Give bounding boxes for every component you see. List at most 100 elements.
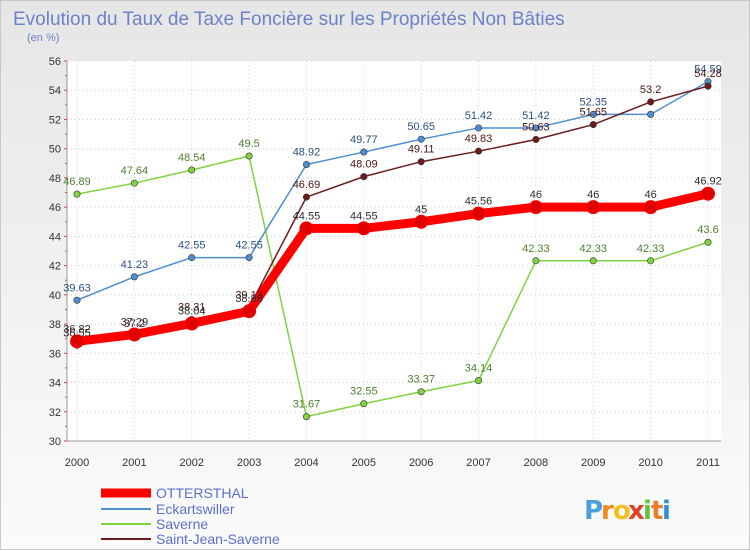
- data-label: 47.64: [121, 165, 149, 177]
- data-label: 46.69: [293, 179, 321, 191]
- brand-letter: o: [613, 496, 631, 526]
- data-point-ottersthal: [471, 206, 486, 221]
- data-label: 42.33: [522, 243, 550, 255]
- x-tick-label: 2011: [696, 457, 720, 469]
- data-point-eckartswiller: [589, 110, 597, 118]
- legend-label: OTTERSTHAL: [156, 485, 249, 501]
- data-point-eckartswiller: [245, 254, 253, 262]
- data-label: 46: [645, 189, 657, 201]
- data-label: 46.92: [694, 176, 722, 188]
- y-tick-label: 52: [49, 114, 61, 126]
- data-point-eckartswiller: [360, 148, 368, 156]
- data-point-saverne: [475, 376, 483, 384]
- data-label: 37.2: [124, 318, 145, 330]
- data-label: 38.88: [235, 293, 263, 305]
- series-line-ottersthal: [76, 189, 710, 346]
- proxiti-logo: Pr oxi ti: [584, 496, 671, 526]
- brand-letter: t: [651, 496, 663, 526]
- x-tick-label: 2009: [581, 457, 605, 469]
- data-point-eckartswiller: [188, 254, 196, 262]
- data-point-ottersthal: [242, 304, 257, 319]
- y-tick-label: 46: [49, 202, 61, 214]
- data-point-saint-jean-saverne: [704, 82, 712, 90]
- data-label: 34.14: [465, 362, 493, 374]
- data-label: 42.55: [235, 240, 263, 252]
- data-label: 37.29: [121, 316, 149, 328]
- data-label: 53.2: [640, 84, 661, 96]
- data-label: 42.33: [637, 243, 665, 255]
- data-label: 32.55: [350, 386, 378, 398]
- data-label: 49.77: [350, 134, 378, 146]
- data-point-ottersthal: [299, 221, 314, 236]
- data-point-saverne: [302, 413, 310, 421]
- data-point-saverne: [360, 400, 368, 408]
- data-label: 33.37: [407, 374, 435, 386]
- data-point-saint-jean-saverne: [532, 135, 540, 143]
- data-label: 48.09: [350, 159, 378, 171]
- data-label: 45.56: [465, 196, 493, 208]
- x-tick-label: 2005: [352, 457, 376, 469]
- x-tick-label: 2008: [524, 457, 548, 469]
- data-label: 48.92: [293, 146, 321, 158]
- data-point-ottersthal: [127, 327, 142, 342]
- data-label: 49.5: [238, 138, 259, 150]
- data-point-saverne: [704, 238, 712, 246]
- data-label: 36.82: [63, 323, 91, 335]
- data-label: 41.23: [121, 259, 149, 271]
- brand-letter: x: [628, 496, 645, 526]
- data-label: 39.13: [235, 290, 263, 302]
- y-tick-label: 40: [49, 290, 61, 302]
- data-label: 44.55: [293, 210, 321, 222]
- data-point-ottersthal: [701, 186, 715, 201]
- data-point-saverne: [73, 190, 81, 198]
- data-label: 54.28: [694, 68, 722, 80]
- data-label: 50.63: [522, 121, 550, 133]
- legend: OTTERSTHALEckartswillerSaverneSaint-Jean…: [101, 485, 280, 547]
- legend-label: Saverne: [156, 516, 208, 532]
- data-label: 48.54: [178, 152, 206, 164]
- data-point-saverne: [417, 388, 425, 396]
- y-tick-label: 44: [49, 231, 61, 243]
- data-point-ottersthal: [528, 200, 543, 215]
- data-label: 45: [415, 204, 427, 216]
- data-point-eckartswiller: [417, 135, 425, 143]
- data-point-ottersthal: [414, 214, 429, 229]
- data-label: 36.55: [63, 327, 91, 339]
- y-tick-label: 30: [49, 436, 61, 448]
- series-line-eckartswiller: [76, 80, 709, 301]
- data-point-ottersthal: [70, 334, 84, 349]
- data-label: 42.55: [178, 240, 206, 252]
- data-point-saverne: [245, 152, 253, 160]
- data-label: 49.11: [408, 144, 435, 156]
- data-label: 43.6: [697, 224, 718, 236]
- y-tick-label: 56: [49, 56, 61, 68]
- x-tick-label: 2002: [179, 457, 203, 469]
- brand-letter: i: [643, 496, 652, 526]
- data-point-saint-jean-saverne: [302, 193, 310, 201]
- data-label: 51.42: [465, 110, 493, 122]
- axes: 30 32 34 36 38 40 42 44 46 48 50 52 54 56 2000 2001 2002…: [49, 56, 721, 469]
- data-point-eckartswiller: [532, 124, 540, 132]
- data-label: 51.42: [522, 110, 550, 122]
- data-point-saverne: [647, 257, 655, 265]
- data-label: 46: [530, 189, 542, 201]
- data-label: 52.35: [580, 96, 608, 108]
- data-label: 51.65: [580, 107, 608, 119]
- data-point-ottersthal: [643, 200, 658, 215]
- y-tick-label: 32: [49, 407, 61, 419]
- x-tick-label: 2001: [122, 457, 146, 469]
- data-labels: 46.89 47.64 48.54 49.5 31.67 32.55 33.37 34.14 4…: [63, 64, 722, 411]
- y-tick-label: 38: [49, 319, 61, 331]
- data-label: 50.65: [407, 121, 435, 133]
- data-point-saint-jean-saverne: [360, 173, 368, 181]
- data-point-saverne: [130, 179, 138, 187]
- series-line-saverne: [76, 155, 709, 418]
- grid-lines: [67, 60, 721, 442]
- data-label: 54.59: [694, 64, 722, 76]
- data-label: 49.83: [465, 133, 493, 145]
- x-tick-label: 2010: [638, 457, 662, 469]
- data-point-saint-jean-saverne: [647, 98, 655, 106]
- legend-label: Saint-Jean-Saverne: [156, 531, 280, 547]
- data-label: 46: [587, 189, 599, 201]
